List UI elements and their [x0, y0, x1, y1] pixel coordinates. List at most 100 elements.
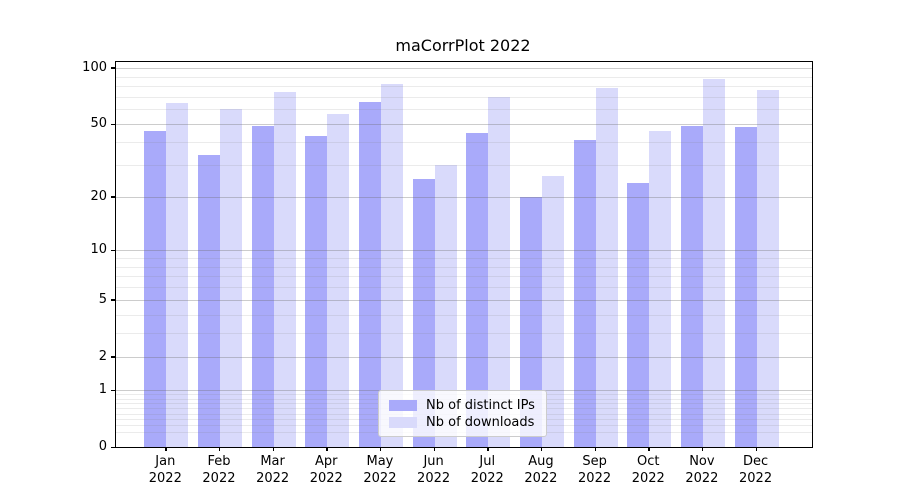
x-tick-label-may: May 2022: [348, 453, 412, 487]
bar-downloads-feb: [219, 109, 242, 447]
bar-downloads-oct: [649, 130, 672, 447]
bar-distinct-ips-feb: [197, 155, 220, 447]
x-tick-mark: [594, 447, 596, 452]
x-tick-year: 2022: [470, 471, 504, 486]
x-tick-label-jan: Jan 2022: [133, 453, 197, 487]
x-tick-year: 2022: [739, 471, 773, 486]
legend: Nb of distinct IPs Nb of downloads: [378, 390, 547, 437]
x-tick-label-oct: Oct 2022: [616, 453, 680, 487]
legend-item-downloads: Nb of downloads: [389, 414, 537, 431]
bar-distinct-ips-nov: [680, 125, 703, 447]
bar-downloads-aug: [541, 176, 564, 447]
x-tick-year: 2022: [309, 471, 343, 486]
chart-title: maCorrPlot 2022: [395, 36, 531, 55]
y-tick-mark: [111, 446, 115, 448]
x-tick-month: May: [366, 454, 394, 469]
x-tick-mark: [701, 447, 704, 452]
bar-distinct-ips-jun: [412, 179, 435, 447]
legend-label-distinct-ips: Nb of distinct IPs: [426, 398, 535, 413]
bar-downloads-apr: [327, 113, 350, 447]
x-tick-month: Oct: [636, 454, 660, 469]
legend-item-distinct-ips: Nb of distinct IPs: [389, 397, 537, 414]
x-tick-label-mar: Mar 2022: [241, 453, 305, 487]
x-tick-mark: [326, 447, 328, 452]
x-tick-month: Dec: [742, 454, 769, 469]
bar-downloads-nov: [702, 79, 725, 447]
x-tick-label-nov: Nov 2022: [670, 453, 734, 487]
x-tick-mark: [540, 447, 543, 452]
y-tick-label: 1: [98, 382, 107, 398]
x-tick-label-jun: Jun 2022: [402, 453, 466, 487]
bar-distinct-ips-may: [358, 101, 381, 447]
y-tick-label: 10: [90, 242, 107, 258]
legend-label-downloads: Nb of downloads: [426, 415, 535, 430]
x-tick-month: Mar: [260, 454, 285, 469]
x-tick-mark: [433, 447, 435, 452]
bar-downloads-may: [380, 84, 403, 447]
x-tick-label-apr: Apr 2022: [294, 453, 358, 487]
bar-downloads-jun: [434, 164, 457, 447]
y-tick-mark: [111, 299, 115, 301]
y-tick-mark: [111, 67, 115, 69]
y-tick-label: 100: [82, 59, 107, 75]
x-tick-label-feb: Feb 2022: [187, 453, 251, 487]
x-tick-mark: [755, 447, 757, 452]
x-tick-label-dec: Dec 2022: [724, 453, 788, 487]
x-tick-year: 2022: [631, 471, 665, 486]
y-tick-mark: [111, 356, 115, 358]
bar-distinct-ips-sep: [573, 140, 596, 447]
x-tick-mark: [487, 447, 489, 452]
legend-swatch-downloads: [389, 417, 417, 428]
x-tick-month: Jul: [479, 454, 496, 469]
x-tick-month: Sep: [582, 454, 607, 469]
x-tick-month: Jan: [155, 454, 176, 469]
bar-distinct-ips-aug: [519, 196, 542, 447]
y-tick-label: 5: [98, 291, 107, 307]
legend-swatch-distinct-ips: [389, 400, 417, 411]
x-tick-month: Feb: [207, 454, 231, 469]
x-tick-month: Apr: [315, 454, 338, 469]
x-tick-month: Aug: [528, 454, 554, 469]
x-tick-label-jul: Jul 2022: [455, 453, 519, 487]
plot-area: [115, 61, 813, 448]
x-tick-mark: [379, 447, 382, 452]
x-tick-year: 2022: [256, 471, 290, 486]
bar-distinct-ips-oct: [627, 182, 650, 447]
y-tick-mark: [111, 123, 115, 125]
y-tick-mark: [111, 249, 115, 251]
x-tick-year: 2022: [524, 471, 558, 486]
x-tick-mark: [165, 447, 167, 452]
bar-distinct-ips-apr: [305, 136, 328, 447]
x-tick-month: Nov: [689, 454, 715, 469]
bar-distinct-ips-dec: [734, 127, 757, 447]
gridline-minor: [116, 76, 812, 78]
y-tick-mark: [111, 389, 115, 391]
y-tick-mark: [111, 196, 115, 198]
x-tick-year: 2022: [417, 471, 451, 486]
x-tick-label-sep: Sep 2022: [563, 453, 627, 487]
bar-downloads-sep: [595, 88, 618, 447]
bar-downloads-jan: [166, 102, 189, 447]
bar-distinct-ips-jan: [144, 130, 167, 447]
y-tick-label: 2: [98, 348, 107, 364]
bar-distinct-ips-mar: [251, 125, 274, 447]
bar-downloads-mar: [273, 92, 296, 447]
x-tick-mark: [272, 447, 274, 452]
bar-distinct-ips-jul: [466, 132, 489, 447]
x-tick-year: 2022: [202, 471, 236, 486]
x-tick-year: 2022: [578, 471, 612, 486]
y-tick-label: 20: [90, 188, 107, 204]
y-tick-label: 0: [98, 439, 107, 454]
y-tick-label: 50: [90, 116, 107, 132]
bar-downloads-dec: [756, 90, 779, 447]
x-tick-year: 2022: [148, 471, 182, 486]
x-tick-month: Jun: [423, 454, 444, 469]
x-tick-year: 2022: [685, 471, 719, 486]
gridline-major: [116, 67, 812, 69]
bar-downloads-jul: [488, 96, 511, 447]
x-tick-label-aug: Aug 2022: [509, 453, 573, 487]
x-tick-mark: [218, 447, 221, 452]
x-tick-year: 2022: [363, 471, 397, 486]
x-tick-mark: [648, 447, 650, 452]
